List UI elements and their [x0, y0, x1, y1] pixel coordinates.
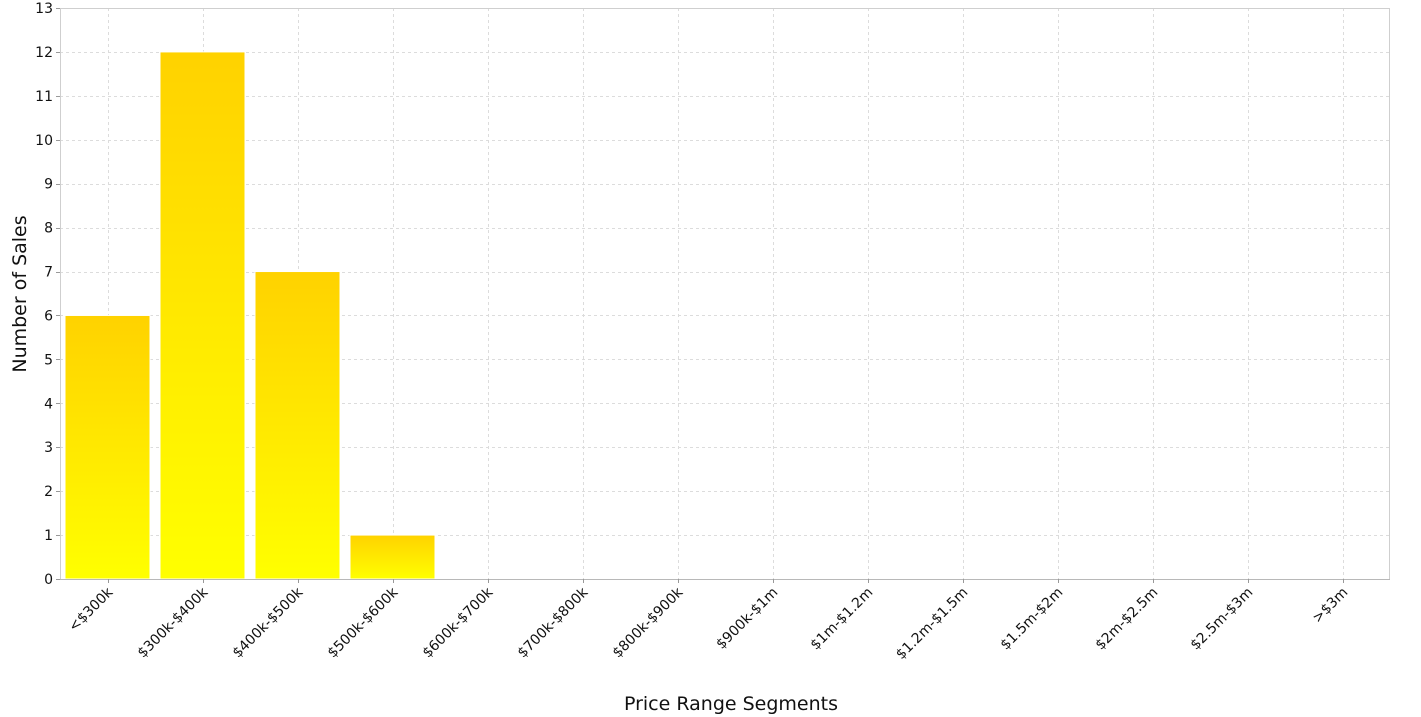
y-tick-label: 10 [35, 133, 53, 149]
x-tick-label: $600k-$700k [420, 584, 497, 661]
y-tick-label: 8 [44, 221, 53, 237]
x-tick-label: $2m-$2.5m [1093, 585, 1162, 654]
y-tick-label: 2 [44, 484, 53, 500]
x-axis-title: Price Range Segments [624, 693, 838, 715]
y-tick-label: 13 [35, 1, 53, 17]
y-tick-label: 5 [44, 352, 53, 368]
y-tick-label: 4 [44, 396, 53, 412]
x-tick-label: $2.5m-$3m [1188, 585, 1257, 654]
x-tick-label: $500k-$600k [325, 584, 402, 661]
x-tick-label: $1.2m-$1.5m [893, 585, 971, 663]
y-tick-label: 12 [35, 45, 53, 61]
bars [64, 51, 436, 580]
y-tick-label: 6 [44, 308, 53, 324]
bar [64, 314, 151, 580]
y-tick-label: 3 [44, 440, 53, 456]
y-tick-label: 7 [44, 265, 53, 281]
bar [159, 51, 246, 580]
y-tick-label: 1 [44, 528, 53, 544]
bar [349, 534, 436, 580]
y-tick-label: 11 [35, 89, 53, 105]
x-tick-label: $400k-$500k [230, 584, 307, 661]
y-axis-title: Number of Sales [9, 215, 31, 372]
y-tick-label: 0 [44, 572, 53, 588]
x-tick-label: $900k-$1m [713, 585, 781, 653]
y-tick-label: 9 [44, 177, 53, 193]
x-tick-label: >$3m [1309, 585, 1351, 627]
x-tick-label: $1m-$1.2m [808, 585, 877, 654]
x-tick-label: $800k-$900k [610, 584, 687, 661]
x-tick-label: $700k-$800k [515, 584, 592, 661]
bar [254, 271, 341, 580]
x-tick-labels: <$300k $300k-$400k $400k-$500k $500k-$600k $… [66, 579, 1351, 663]
x-tick-label: $1.5m-$2m [998, 585, 1067, 654]
x-tick-label: <$300k [66, 584, 117, 635]
x-tick-label: $300k-$400k [135, 584, 212, 661]
